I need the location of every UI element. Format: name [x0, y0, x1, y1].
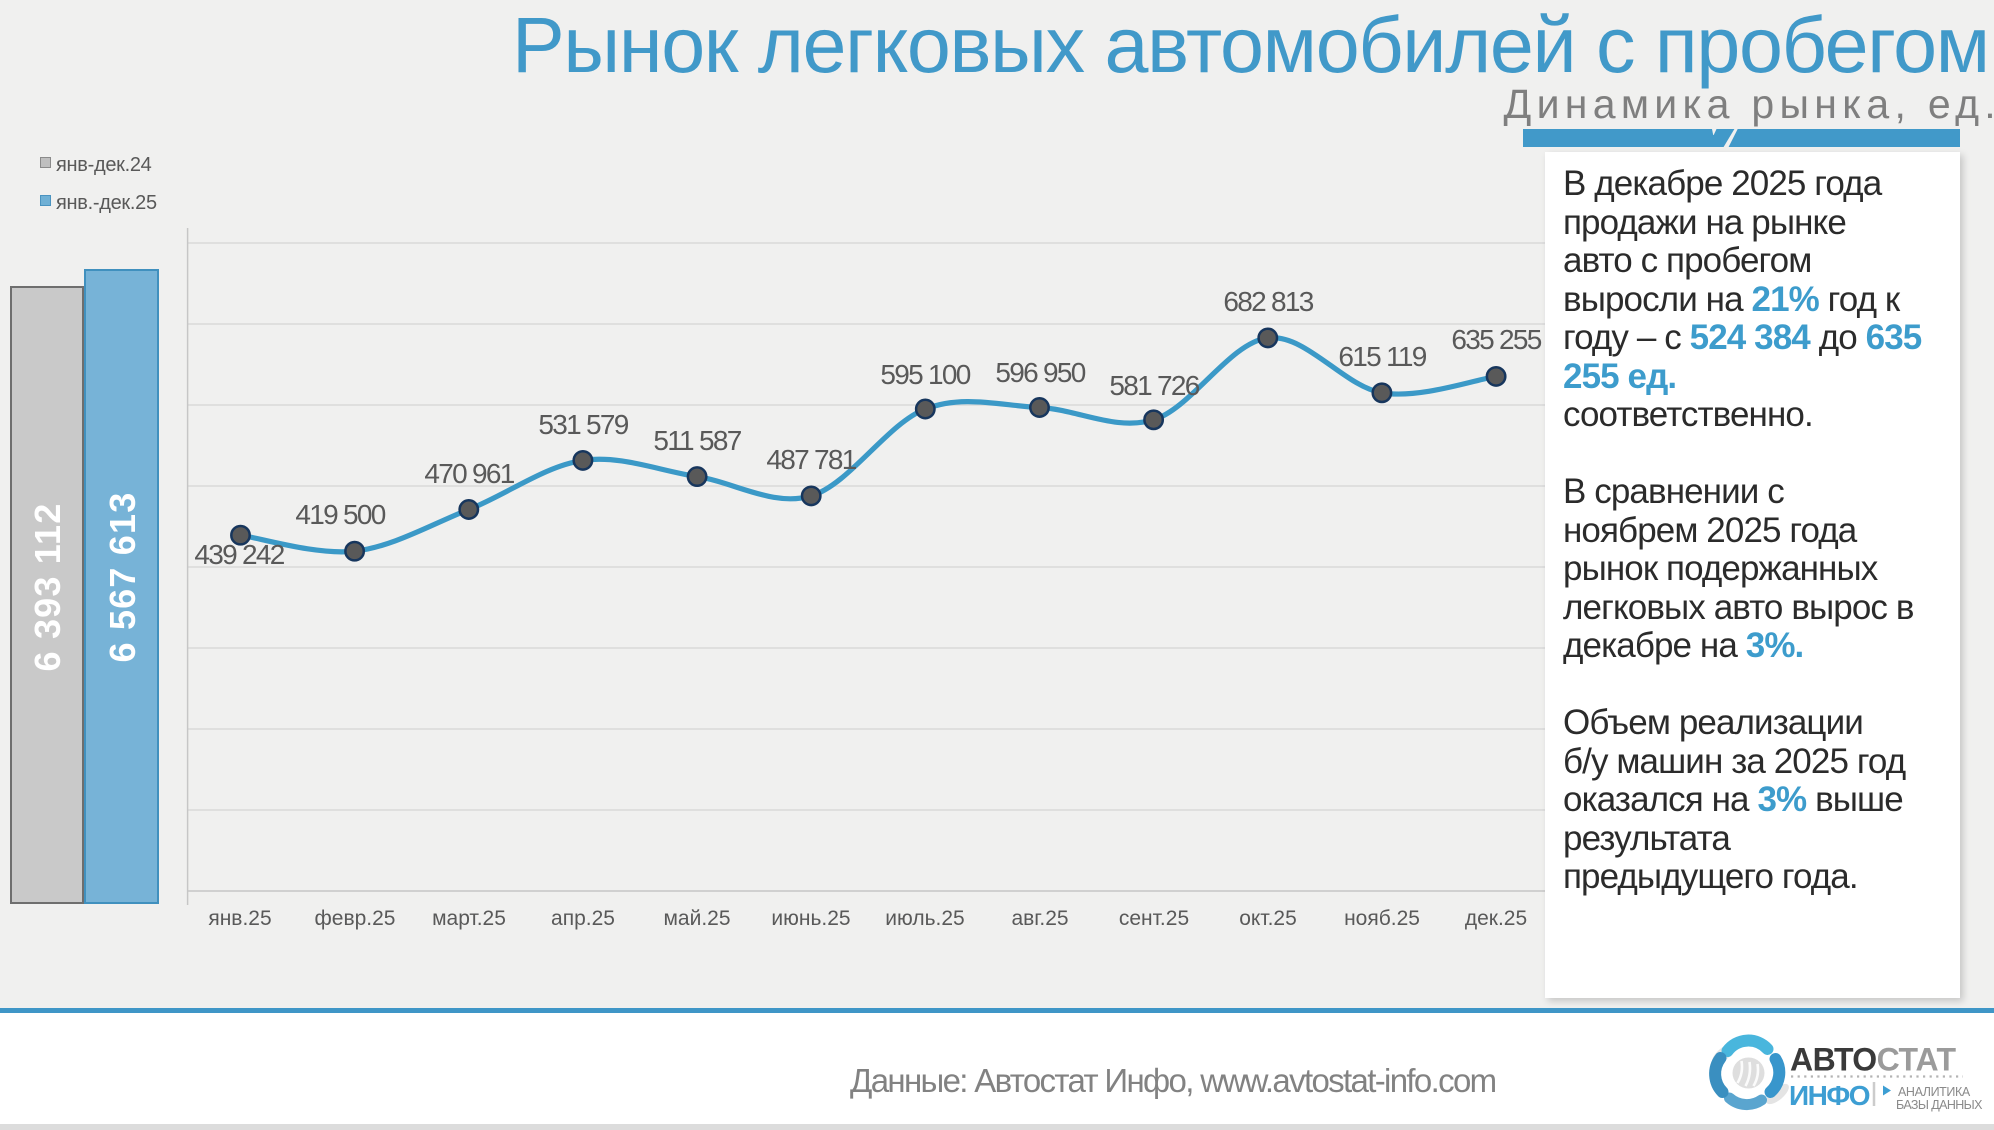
svg-text:БАЗЫ ДАННЫХ: БАЗЫ ДАННЫХ — [1896, 1098, 1983, 1112]
svg-text:ИНФО: ИНФО — [1789, 1080, 1870, 1111]
svg-text:АВТОСТАТ: АВТОСТАТ — [1790, 1042, 1957, 1078]
svg-text:АНАЛИТИКА: АНАЛИТИКА — [1898, 1085, 1971, 1099]
